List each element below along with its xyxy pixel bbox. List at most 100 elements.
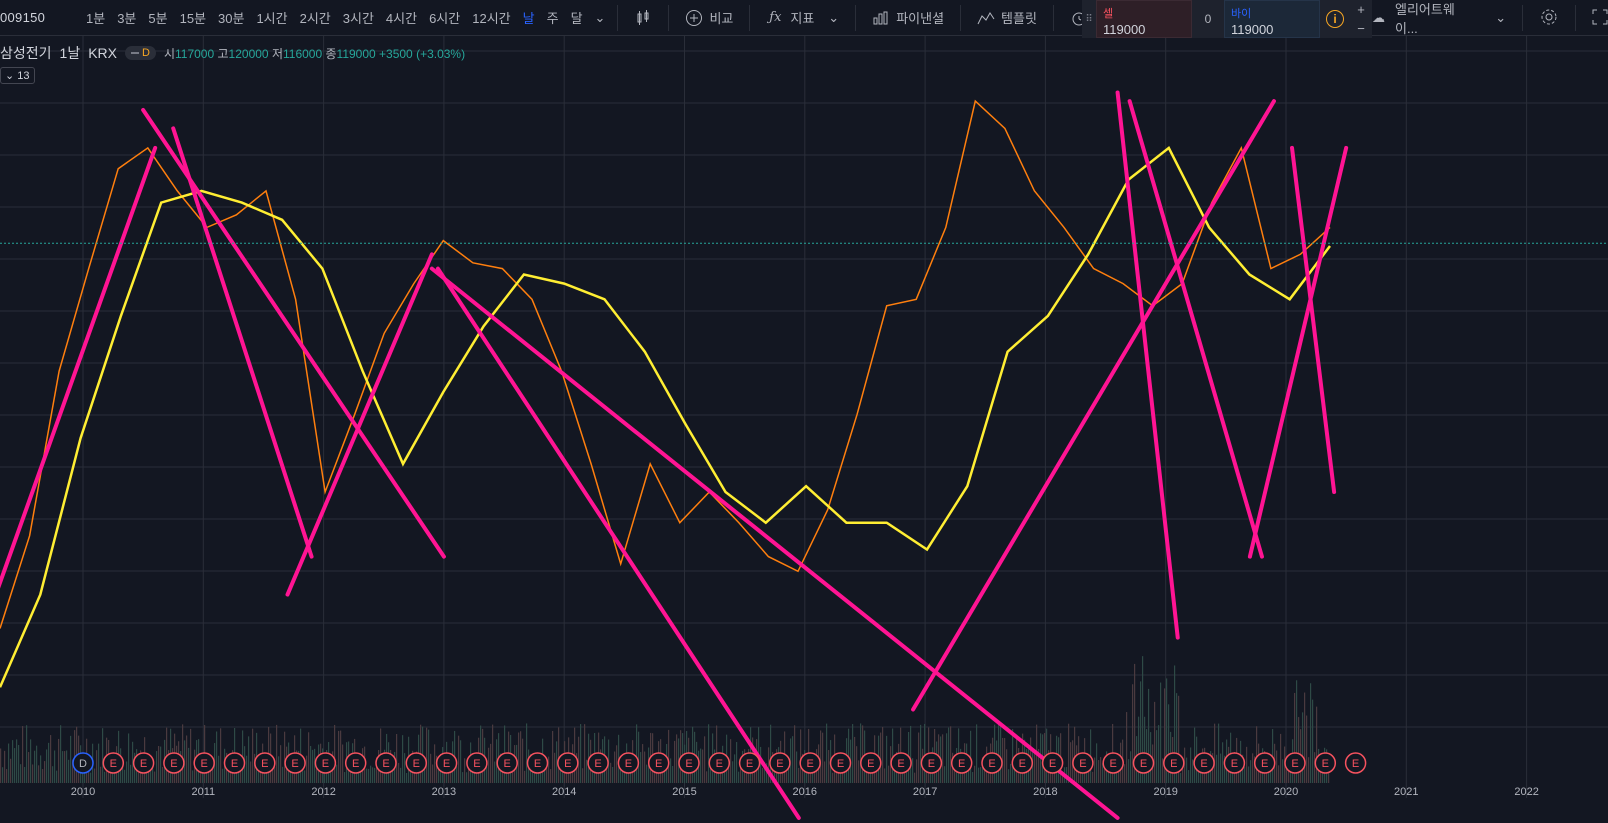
symbol-name[interactable]: 009150: [0, 10, 46, 25]
price-chart[interactable]: D E E E E E E E E E E E E E E E E E E E E E E E E E E E E E E E E E E E E E E E…: [0, 36, 1608, 823]
compare-button[interactable]: 비교: [675, 8, 743, 27]
volume-bar: [1232, 764, 1234, 783]
volume-bar: [324, 772, 326, 783]
interval-7[interactable]: 3시간: [342, 11, 374, 26]
interval-1[interactable]: 3분: [117, 11, 137, 26]
low-value: 116000: [282, 46, 323, 61]
gear-icon[interactable]: [1539, 7, 1559, 30]
info-button[interactable]: i: [1320, 0, 1350, 38]
interval-11[interactable]: 날: [522, 11, 535, 26]
divider: [855, 4, 857, 31]
event-marker: [738, 752, 761, 774]
financials-button[interactable]: 파이낸셜: [862, 8, 954, 27]
divider: [1575, 5, 1576, 31]
interval-3[interactable]: 15분: [179, 11, 207, 26]
legend-title[interactable]: 삼성전기: [0, 45, 52, 61]
compare-label: 비교: [709, 11, 734, 26]
volume-bar: [26, 725, 28, 783]
event-marker: [1344, 752, 1367, 774]
volume-bar: [848, 728, 850, 783]
volume-bar: [52, 766, 54, 783]
interval-dropdown-chevron-icon[interactable]: ⌄: [594, 9, 606, 25]
volume-bar: [182, 724, 184, 783]
volume-bar: [160, 746, 162, 783]
interval-5[interactable]: 1시간: [256, 11, 288, 26]
minus-button[interactable]: −: [1357, 21, 1365, 36]
interval-6[interactable]: 2시간: [299, 11, 331, 26]
volume-bar: [154, 771, 156, 783]
layout-name[interactable]: 엘리어트웨이...: [1395, 2, 1455, 36]
volume-bar: [1218, 723, 1220, 783]
x-tick-label: 2019: [1153, 786, 1177, 798]
volume-bar: [860, 723, 862, 783]
volume-bar: [614, 751, 616, 783]
buy-button[interactable]: 바이 119000: [1224, 0, 1320, 38]
volume-bar: [740, 759, 742, 783]
volume-bar: [280, 745, 282, 783]
legend-interval: 1날: [59, 45, 81, 61]
volume-bar: [854, 736, 856, 783]
volume-bar: [788, 766, 790, 783]
volume-bar: [640, 752, 642, 783]
event-marker: [920, 752, 943, 774]
event-marker-label: E: [988, 758, 995, 770]
volume-bar: [70, 735, 72, 783]
volume-bar: [580, 724, 582, 783]
volume-bar: [1188, 770, 1190, 783]
volume-bar: [56, 770, 58, 783]
volume-bar: [1164, 688, 1166, 783]
volume-bar: [950, 726, 952, 783]
interval-9[interactable]: 6시간: [429, 11, 461, 26]
interval-4[interactable]: 30분: [218, 11, 245, 26]
volume-bar: [526, 723, 528, 783]
plus-button[interactable]: +: [1357, 2, 1365, 17]
sell-button[interactable]: 셀 119000: [1096, 0, 1192, 38]
trade-widget: ⠿ 셀 119000 0 바이 119000 i + −: [1082, 0, 1374, 38]
volume-bar: [1004, 738, 1006, 783]
volume-bar: [1254, 756, 1256, 783]
study-toggle[interactable]: ⌄ 13: [0, 67, 35, 84]
chevron-down-icon[interactable]: ⌄: [1495, 10, 1507, 25]
volume-bar: [1316, 706, 1318, 783]
volume-bar: [94, 768, 96, 783]
interval-10[interactable]: 12시간: [472, 11, 511, 26]
volume-bar: [1178, 695, 1180, 783]
fullscreen-icon[interactable]: [1592, 9, 1608, 28]
chart-type-button[interactable]: [624, 9, 662, 27]
event-marker-label: E: [534, 758, 541, 770]
event-marker-label: E: [231, 758, 238, 770]
drag-handle-icon[interactable]: ⠿: [1082, 0, 1096, 38]
interval-8[interactable]: 4시간: [385, 11, 418, 26]
sell-price: 119000: [1103, 22, 1146, 37]
volume-bar: [1302, 712, 1304, 783]
volume-bar: [1174, 665, 1176, 783]
volume-bar: [1070, 742, 1072, 783]
interval-13[interactable]: 달: [570, 11, 583, 26]
indicators-button[interactable]: ƒx 지표 ⌄: [756, 8, 849, 27]
volume-bar: [406, 772, 408, 783]
volume-bar: [880, 732, 882, 783]
interval-2[interactable]: 5분: [148, 11, 168, 26]
volume-bar: [1130, 751, 1132, 783]
volume-bar: [754, 770, 756, 783]
volume-bar: [1156, 730, 1158, 783]
interval-0[interactable]: 1분: [86, 11, 106, 26]
volume-bar: [306, 755, 308, 783]
volume-bar: [556, 741, 558, 783]
volume-bar: [124, 769, 126, 783]
layout-cloud-icon[interactable]: ☁: [1372, 10, 1385, 25]
chevron-down-icon[interactable]: ⌄: [828, 9, 840, 25]
volume-bar: [586, 759, 588, 783]
quantity-stepper[interactable]: + −: [1350, 0, 1372, 38]
volume-bar: [310, 745, 312, 783]
volume-bar: [1104, 765, 1106, 783]
volume-bar: [44, 761, 46, 783]
spread-value: 0: [1192, 0, 1224, 38]
volume-bar: [642, 744, 644, 783]
templates-button[interactable]: 템플릿: [967, 8, 1047, 27]
volume-bar: [584, 724, 586, 783]
volume-bar: [798, 767, 800, 783]
event-marker: [950, 752, 973, 774]
volume-bar: [462, 772, 464, 783]
interval-12[interactable]: 주: [546, 11, 559, 26]
